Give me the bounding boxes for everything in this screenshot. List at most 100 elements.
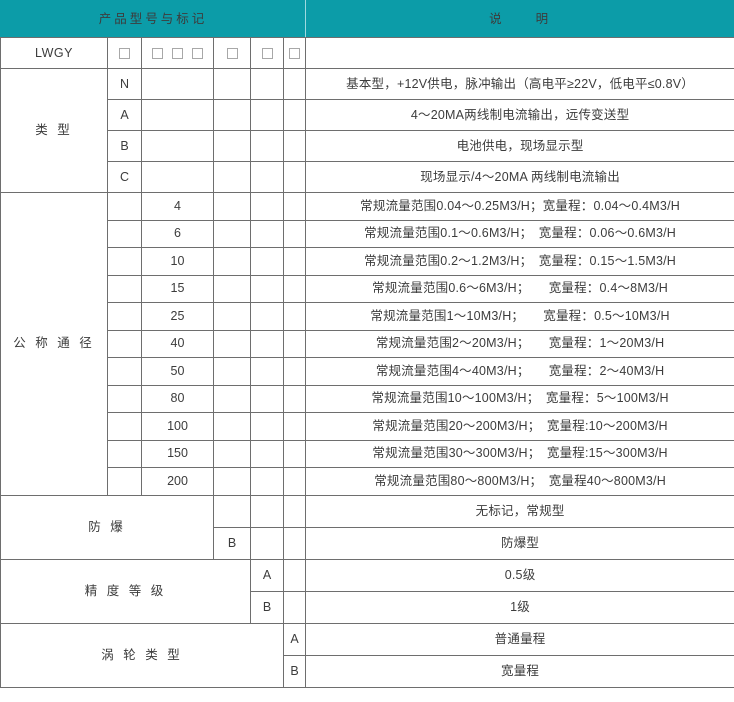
explosion-code-none: [213, 494, 251, 528]
blank-cell-type: [107, 439, 142, 468]
blank-cell-explosion: [213, 219, 251, 248]
type-code-n: N: [107, 68, 142, 100]
blank-cell-turbine: [282, 412, 307, 441]
blank-cell-accuracy: [250, 439, 284, 468]
table-row: 40 常规流量范围2～20M3/H； 宽量程：1～20M3/H: [1, 329, 734, 358]
table-header-row: 产品型号与标记 说 明: [0, 0, 734, 38]
blank-cell-type: [107, 192, 142, 221]
turbine-code-b: B: [282, 654, 307, 688]
diameter-code-10: 10: [141, 247, 214, 276]
model-code-row: LWGY: [0, 37, 734, 69]
table-row: 精 度 等 级 A 0.5级: [0, 558, 734, 624]
blank-cell-explosion: [213, 68, 251, 100]
blank-cell-diameter: [141, 130, 214, 162]
table-row: 50 常规流量范围4～40M3/H； 宽量程：2～40M3/H: [1, 357, 734, 386]
section-label-turbine-type: 涡 轮 类 型: [0, 622, 284, 688]
empty-checkbox-icon[interactable]: [152, 47, 163, 59]
diameter-code-4: 4: [141, 192, 214, 221]
blank-cell-accuracy: [250, 99, 284, 131]
blank-cell-type: [107, 384, 142, 413]
table-row: 200 常规流量范围80～800M3/H； 宽量程40～800M3/H: [1, 467, 734, 496]
type-code-c: C: [107, 161, 142, 193]
empty-checkbox-icon[interactable]: [172, 47, 183, 59]
blank-cell-turbine: [282, 357, 307, 386]
blank-cell-accuracy: [250, 192, 284, 221]
table-row: A 4～20MA两线制电流输出，远传变送型: [1, 99, 734, 131]
table-row: C 现场显示/4～20MA 两线制电流输出: [1, 161, 734, 193]
model-box-slot-turbine: [282, 37, 307, 69]
blank-cell-turbine: [282, 274, 307, 303]
section-label-explosion-proof: 防 爆: [0, 494, 214, 560]
blank-cell-explosion: [213, 192, 251, 221]
blank-cell-turbine: [282, 302, 307, 331]
blank-cell-accuracy: [250, 526, 284, 560]
checkbox-group-type: [110, 47, 139, 59]
table-row: 80 常规流量范围10～100M3/H； 宽量程：5～100M3/H: [1, 384, 734, 413]
table-row: 10 常规流量范围0.2～1.2M3/H； 宽量程：0.15～1.5M3/H: [1, 247, 734, 276]
blank-cell-diameter: [141, 99, 214, 131]
blank-cell-accuracy: [250, 130, 284, 162]
diameter-description-100: 常规流量范围20～200M3/H； 宽量程:10～200M3/H: [305, 412, 734, 441]
type-code-b: B: [107, 130, 142, 162]
blank-cell-type: [107, 467, 142, 496]
accuracy-code-a: A: [250, 558, 284, 592]
explosion-description-standard: 无标记，常规型: [305, 494, 734, 528]
blank-cell-turbine: [282, 130, 307, 162]
blank-cell-type: [107, 247, 142, 276]
blank-cell-diameter: [141, 161, 214, 193]
table-row: B 1级: [1, 590, 734, 624]
blank-cell-turbine: [282, 247, 307, 276]
diameter-code-200: 200: [141, 467, 214, 496]
blank-cell-accuracy: [250, 161, 284, 193]
empty-checkbox-icon[interactable]: [289, 47, 301, 59]
diameter-code-25: 25: [141, 302, 214, 331]
checkbox-group-diameter: [144, 47, 211, 59]
blank-cell-accuracy: [250, 247, 284, 276]
turbine-code-a: A: [282, 622, 307, 656]
turbine-description-b: 宽量程: [305, 654, 734, 688]
blank-cell-type: [107, 329, 142, 358]
blank-cell-turbine: [282, 439, 307, 468]
table-row: 6 常规流量范围0.1～0.6M3/H； 宽量程：0.06～0.6M3/H: [1, 219, 734, 248]
model-box-slot-explosion: [213, 37, 251, 69]
diameter-description-40: 常规流量范围2～20M3/H； 宽量程：1～20M3/H: [305, 329, 734, 358]
table-row: B 宽量程: [1, 654, 734, 688]
table-row: 15 常规流量范围0.6～6M3/H； 宽量程：0.4～8M3/H: [1, 274, 734, 303]
section-label-accuracy-class: 精 度 等 级: [0, 558, 251, 624]
blank-cell-turbine: [282, 329, 307, 358]
empty-checkbox-icon[interactable]: [261, 47, 273, 59]
blank-cell-explosion: [213, 357, 251, 386]
empty-checkbox-icon[interactable]: [226, 47, 238, 59]
blank-cell-type: [107, 274, 142, 303]
table-row: B 电池供电，现场显示型: [1, 130, 734, 162]
blank-cell-explosion: [213, 302, 251, 331]
blank-cell-explosion: [213, 130, 251, 162]
blank-cell-explosion: [213, 247, 251, 276]
table-row: 防 爆 无标记，常规型: [0, 494, 734, 560]
type-description-b: 电池供电，现场显示型: [305, 130, 734, 162]
diameter-code-80: 80: [141, 384, 214, 413]
model-box-slot-type: [107, 37, 142, 69]
section-label-nominal-diameter: 公 称 通 径: [0, 192, 108, 496]
empty-checkbox-icon[interactable]: [119, 47, 130, 59]
blank-cell-turbine: [282, 384, 307, 413]
blank-cell-accuracy: [250, 329, 284, 358]
diameter-description-25: 常规流量范围1～10M3/H； 宽量程：0.5～10M3/H: [305, 302, 734, 331]
diameter-code-100: 100: [141, 412, 214, 441]
diameter-description-200: 常规流量范围80～800M3/H； 宽量程40～800M3/H: [305, 467, 734, 496]
header-product-model-title: 产品型号与标记: [0, 0, 307, 38]
blank-cell-turbine: [282, 192, 307, 221]
blank-cell-turbine: [282, 558, 307, 592]
model-box-slot-diameter: [141, 37, 214, 69]
diameter-code-40: 40: [141, 329, 214, 358]
checkbox-group-turbine: [286, 47, 303, 59]
explosion-description-proof: 防爆型: [305, 526, 734, 560]
table-row: 150 常规流量范围30～300M3/H； 宽量程:15～300M3/H: [1, 439, 734, 468]
blank-cell-accuracy: [250, 68, 284, 100]
blank-cell-explosion: [213, 274, 251, 303]
blank-cell-accuracy: [250, 219, 284, 248]
accuracy-description-a: 0.5级: [305, 558, 734, 592]
empty-checkbox-icon[interactable]: [192, 47, 203, 59]
diameter-code-15: 15: [141, 274, 214, 303]
